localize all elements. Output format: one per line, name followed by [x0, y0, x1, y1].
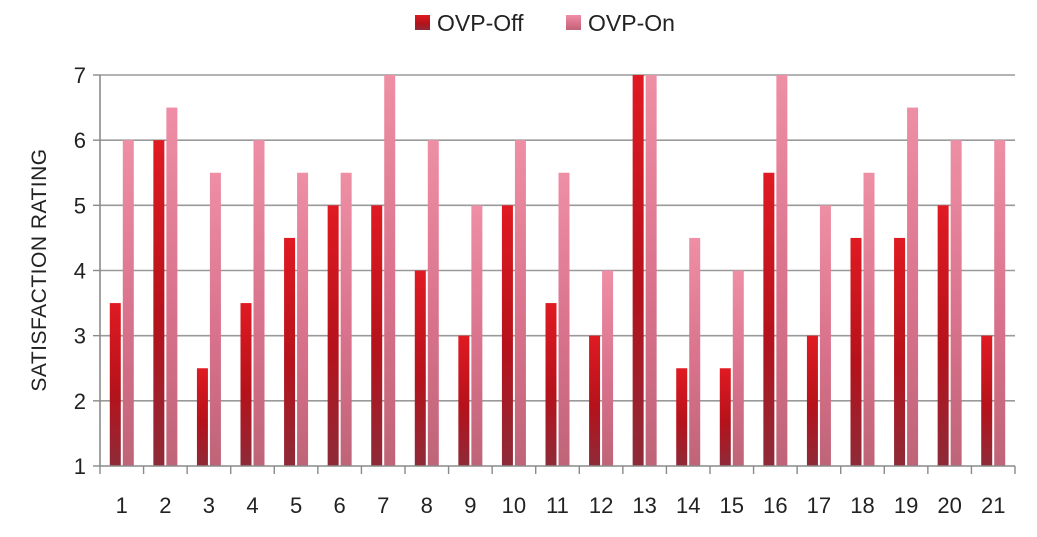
bar-ovp-on-2 [166, 107, 178, 466]
x-tick-label: 13 [632, 493, 656, 518]
bar-ovp-off-12 [589, 335, 601, 466]
bar-ovp-on-4 [253, 140, 265, 466]
y-tick-labels: 1 2 3 4 5 6 7 [74, 63, 86, 479]
x-tick-label: 19 [894, 493, 918, 518]
x-tick-label: 18 [850, 493, 874, 518]
x-tick-label: 11 [546, 493, 569, 518]
bar-ovp-off-7 [371, 205, 383, 467]
bar-ovp-off-15 [719, 368, 731, 466]
bar-ovp-off-21 [981, 335, 993, 466]
y-tick-label: 6 [74, 128, 86, 153]
y-tick-label: 7 [74, 63, 86, 88]
bar-ovp-on-1 [122, 140, 134, 466]
legend: OVP-Off OVP-On [415, 10, 675, 36]
bar-ovp-on-5 [297, 172, 309, 466]
bar-ovp-on-8 [427, 140, 439, 466]
bar-ovp-off-18 [850, 237, 862, 466]
bar-ovp-off-16 [763, 172, 775, 466]
legend-swatch-ovp-off [415, 15, 430, 30]
bar-ovp-on-20 [950, 140, 962, 466]
legend-label-ovp-on: OVP-On [588, 10, 675, 36]
y-axis-title: SATISFACTION RATING [28, 148, 51, 391]
bar-ovp-off-19 [894, 237, 906, 466]
y-tick-label: 3 [74, 324, 86, 349]
x-tick-label: 5 [290, 493, 302, 518]
bar-ovp-on-17 [819, 205, 831, 467]
bar-ovp-on-12 [602, 270, 614, 466]
bars [109, 75, 1006, 467]
bar-ovp-off-5 [284, 237, 296, 466]
x-tick-label: 20 [937, 493, 961, 518]
axes [93, 74, 1016, 474]
bar-ovp-off-9 [458, 335, 470, 466]
y-tick-label: 1 [74, 454, 86, 479]
x-tick-label: 14 [676, 493, 700, 518]
x-tick-label: 9 [464, 493, 476, 518]
bar-ovp-off-11 [545, 303, 557, 466]
bar-ovp-on-10 [514, 140, 526, 466]
bar-ovp-off-3 [196, 368, 208, 466]
x-tick-label: 6 [334, 493, 346, 518]
bar-ovp-off-13 [632, 75, 644, 466]
bar-ovp-off-6 [327, 205, 339, 467]
bar-ovp-off-17 [806, 335, 818, 466]
x-tick-label: 21 [981, 493, 1005, 518]
legend-swatch-ovp-on [566, 15, 581, 30]
bar-ovp-on-9 [471, 205, 483, 467]
x-tick-label: 15 [720, 493, 744, 518]
legend-label-ovp-off: OVP-Off [437, 10, 524, 36]
x-tick-label: 4 [246, 493, 258, 518]
bar-ovp-off-2 [153, 140, 165, 466]
bar-ovp-off-4 [240, 303, 252, 466]
x-tick-label: 8 [421, 493, 433, 518]
bar-ovp-on-11 [558, 172, 570, 466]
x-tick-label: 17 [807, 493, 831, 518]
bar-ovp-off-1 [109, 303, 121, 466]
bar-ovp-on-16 [776, 75, 788, 466]
bar-ovp-on-13 [645, 75, 657, 466]
gridlines [100, 74, 1015, 402]
bar-ovp-off-8 [414, 270, 426, 466]
bar-ovp-on-18 [863, 172, 875, 466]
bar-ovp-off-14 [676, 368, 688, 466]
y-tick-label: 5 [74, 193, 86, 218]
x-tick-label: 7 [377, 493, 389, 518]
bar-ovp-off-20 [937, 205, 949, 467]
x-tick-labels: 1 2 3 4 5 6 7 8 9 10 11 12 13 14 15 16 17 18 19 20 21 [116, 493, 1006, 518]
bar-ovp-on-14 [689, 237, 701, 466]
bar-ovp-off-10 [501, 205, 513, 467]
bar-ovp-on-19 [907, 107, 919, 466]
x-tick-label: 12 [589, 493, 613, 518]
bar-ovp-on-6 [340, 172, 352, 466]
bar-ovp-on-7 [384, 75, 396, 466]
y-tick-label: 2 [74, 389, 86, 414]
y-tick-label: 4 [74, 259, 86, 284]
bar-ovp-on-3 [209, 172, 221, 466]
bar-ovp-on-21 [994, 140, 1006, 466]
x-tick-label: 3 [203, 493, 215, 518]
x-tick-label: 1 [116, 493, 128, 518]
x-tick-label: 2 [159, 493, 171, 518]
x-tick-label: 10 [502, 493, 526, 518]
bar-ovp-on-15 [732, 270, 744, 466]
x-tick-label: 16 [763, 493, 787, 518]
